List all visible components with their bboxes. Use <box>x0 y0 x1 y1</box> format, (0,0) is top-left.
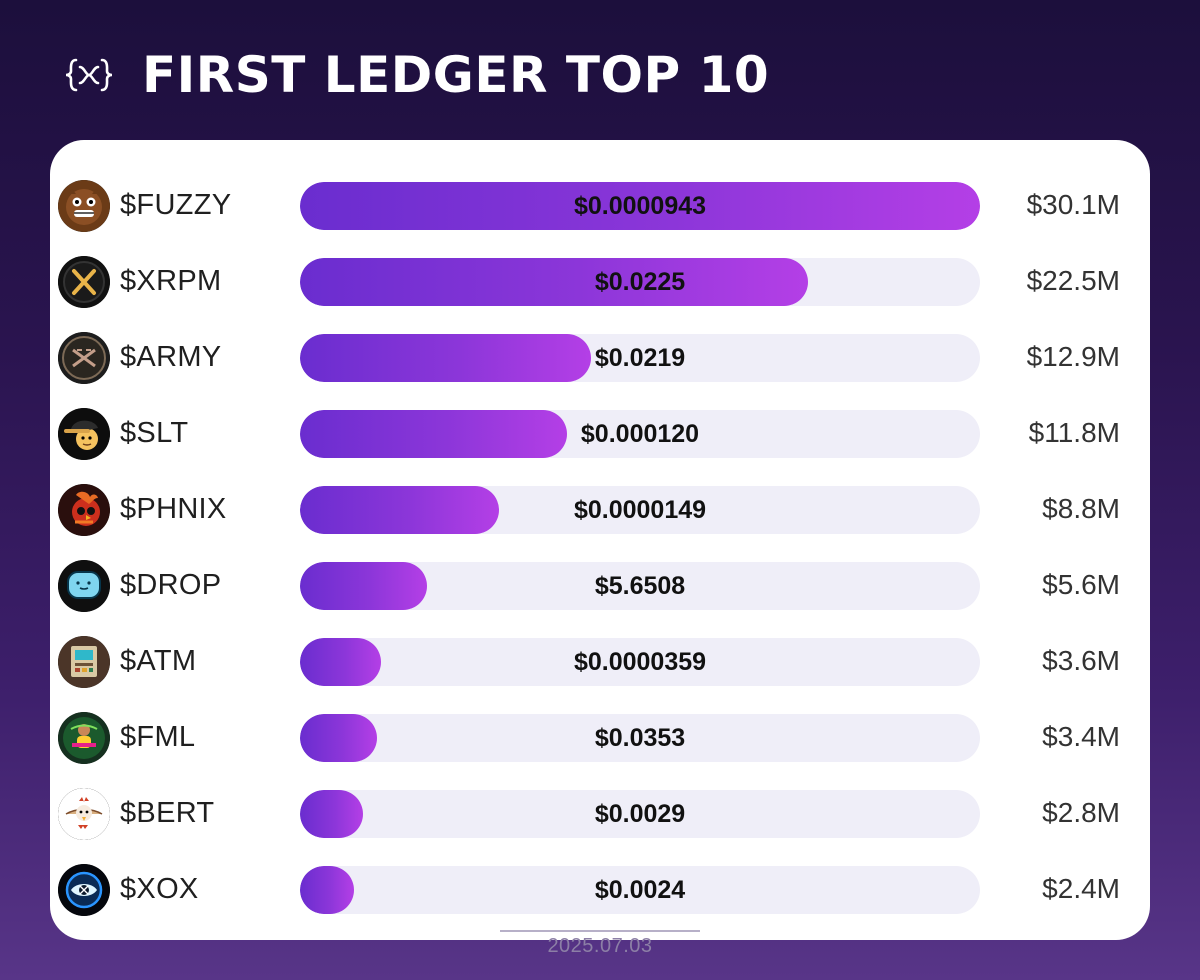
bar-track <box>300 182 980 230</box>
chart-row: $BERT $0.0029 $2.8M <box>50 788 1150 840</box>
ticker-label: $ATM <box>120 645 197 677</box>
bert-bird-icon <box>58 788 110 840</box>
footer-divider <box>500 930 700 932</box>
price-label: $0.0000359 <box>573 648 707 676</box>
drop-face-icon <box>58 560 110 612</box>
market-cap-label: $2.4M <box>1042 873 1120 904</box>
chart-row: $DROP $5.6508 $5.6M <box>50 560 1150 612</box>
market-cap-label: $30.1M <box>1026 189 1120 220</box>
ticker-label: $PHNIX <box>120 493 227 525</box>
footer-date: 2025.07.03 <box>547 935 653 957</box>
market-cap-label: $2.8M <box>1042 797 1120 828</box>
chart-row: $PHNIX $0.0000149 $8.8M <box>50 484 1150 536</box>
bar <box>300 562 427 610</box>
xrpl-brackets-icon <box>65 58 113 92</box>
price-label: $0.0029 <box>594 800 686 828</box>
market-cap-label: $3.6M <box>1042 645 1120 676</box>
chart-row: $SLT $0.000120 $11.8M <box>50 408 1150 460</box>
bar-track <box>300 258 980 306</box>
bar <box>300 486 499 534</box>
chart-row: $ARMY $0.0219 $12.9M <box>50 332 1150 384</box>
price-label: $0.0024 <box>594 876 686 904</box>
ticker-label: $FML <box>120 721 196 753</box>
bar-track <box>300 866 980 914</box>
xox-eye-icon <box>58 864 110 916</box>
ticker-label: $DROP <box>120 569 222 601</box>
ticker-label: $BERT <box>120 797 215 829</box>
phnix-bird-icon <box>58 484 110 536</box>
chart-row: $FUZZY $0.0000943 $30.1M <box>50 180 1150 232</box>
fml-character-icon <box>58 712 110 764</box>
market-cap-label: $12.9M <box>1026 341 1120 372</box>
market-cap-label: $11.8M <box>1028 417 1120 448</box>
bar-track <box>300 714 980 762</box>
bar-track <box>300 638 980 686</box>
price-label: $0.0225 <box>594 268 686 296</box>
ticker-label: $ARMY <box>120 341 222 373</box>
page-title: FIRST LEDGER TOP 10 <box>142 46 770 104</box>
market-cap-label: $5.6M <box>1042 569 1120 600</box>
bar-track <box>300 410 980 458</box>
ticker-label: $XRPM <box>120 265 222 297</box>
xrpm-coin-icon <box>58 256 110 308</box>
chart-row: $FML $0.0353 $3.4M <box>50 712 1150 764</box>
ticker-label: $FUZZY <box>120 189 232 221</box>
bar <box>300 182 980 230</box>
bar <box>300 258 809 306</box>
bar <box>300 410 567 458</box>
ticker-label: $XOX <box>120 873 199 905</box>
bar-track <box>300 334 980 382</box>
bar-track <box>300 486 980 534</box>
market-cap-label: $22.5M <box>1026 265 1120 296</box>
chart-row: $XOX $0.0024 $2.4M <box>50 864 1150 916</box>
bar-track <box>300 562 980 610</box>
header: FIRST LEDGER TOP 10 <box>62 40 769 110</box>
chart-row: $XRPM $0.0225 $22.5M <box>50 256 1150 308</box>
bar <box>300 790 364 838</box>
fuzzy-bear-icon <box>58 180 110 232</box>
market-cap-label: $3.4M <box>1042 721 1120 752</box>
price-label: $0.0000149 <box>573 496 707 524</box>
price-label: $0.0219 <box>594 344 686 372</box>
slt-cap-icon <box>58 408 110 460</box>
bar <box>300 334 592 382</box>
market-cap-label: $8.8M <box>1042 493 1120 524</box>
price-label: $0.0353 <box>594 724 686 752</box>
bar <box>300 714 377 762</box>
price-label: $5.6508 <box>594 572 686 600</box>
ticker-label: $SLT <box>120 417 189 449</box>
army-logo-icon <box>58 332 110 384</box>
price-label: $0.0000943 <box>573 192 707 220</box>
atm-machine-icon <box>58 636 110 688</box>
bar <box>300 866 355 914</box>
chart-card: $FUZZY $0.0000943 $30.1M $XRPM $0.0225 $22.5M… <box>50 140 1150 940</box>
bar <box>300 638 382 686</box>
chart-row: $ATM $0.0000359 $3.6M <box>50 636 1150 688</box>
price-label: $0.000120 <box>580 420 700 448</box>
bar-track <box>300 790 980 838</box>
